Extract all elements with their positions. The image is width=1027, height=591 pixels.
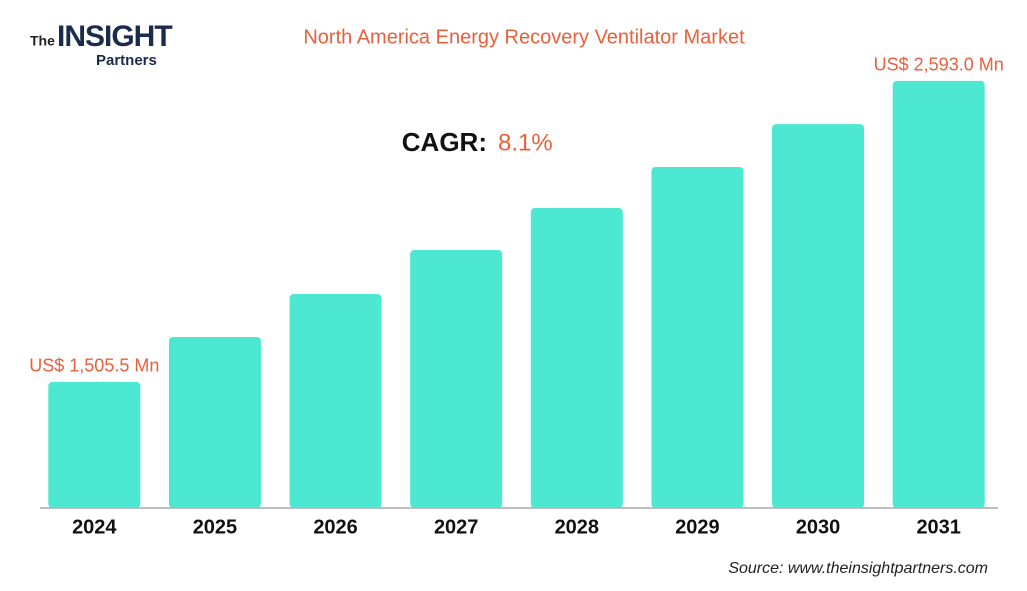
bar bbox=[530, 207, 623, 508]
x-tick-label: 2030 bbox=[796, 516, 841, 538]
chart-title: North America Energy Recovery Ventilator… bbox=[303, 26, 745, 48]
bar bbox=[168, 336, 261, 508]
x-tick-label: 2024 bbox=[72, 516, 117, 538]
logo-the: The bbox=[30, 33, 55, 49]
bar bbox=[410, 250, 503, 508]
source: Source: www.theinsightpartners.com bbox=[728, 560, 988, 577]
x-tick-label: 2029 bbox=[675, 516, 720, 538]
bar bbox=[289, 294, 382, 508]
logo-insight: INSIGHT bbox=[57, 20, 172, 53]
bar bbox=[892, 80, 985, 508]
x-tick-label: 2026 bbox=[313, 516, 358, 538]
cagr-label: CAGR: bbox=[402, 127, 487, 157]
x-tick-label: 2027 bbox=[434, 516, 479, 538]
value-label: US$ 1,505.5 Mn bbox=[29, 356, 159, 376]
x-tick-label: 2031 bbox=[916, 516, 961, 538]
bar bbox=[651, 166, 744, 509]
value-label: US$ 2,593.0 Mn bbox=[874, 55, 1004, 75]
x-tick-label: 2025 bbox=[193, 516, 238, 538]
cagr-value: 8.1% bbox=[498, 129, 553, 156]
bar bbox=[772, 124, 865, 508]
x-tick-label: 2028 bbox=[555, 516, 600, 538]
bar bbox=[48, 381, 141, 508]
logo-partners: Partners bbox=[96, 52, 157, 69]
